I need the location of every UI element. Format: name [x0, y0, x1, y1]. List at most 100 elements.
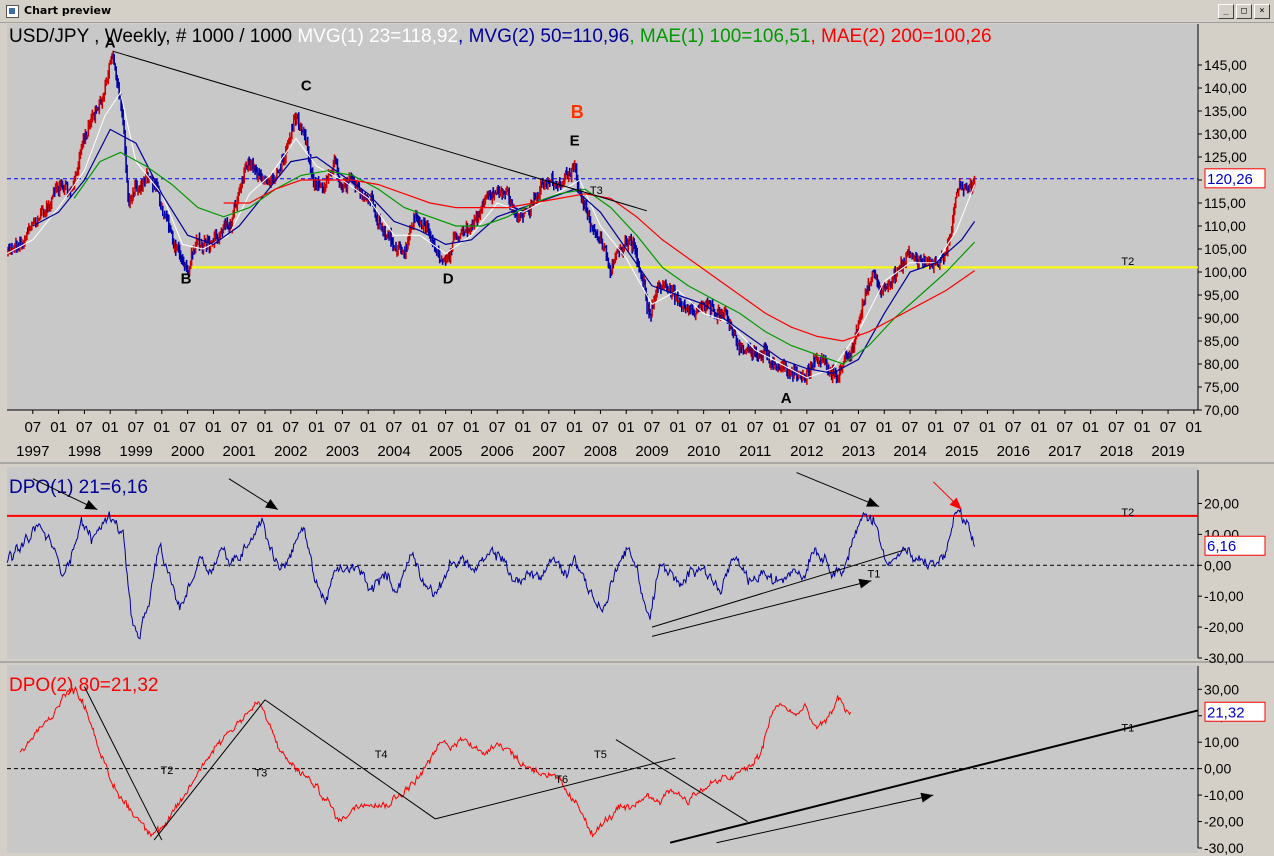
xtick-year-label: 2018 [1100, 443, 1133, 460]
chart-icon [6, 5, 19, 18]
dpo1-ytick-label: 20,00 [1204, 495, 1239, 511]
dpo2-chart: -30,00-20,00-10,000,0010,0020,0030,00DPO… [7, 666, 1266, 856]
dpo2-panel-bg [7, 665, 1198, 853]
xtick-month-label: 01 [463, 419, 480, 436]
dpo2-ytick-label: 30,00 [1204, 681, 1239, 697]
xtick-month-label: 07 [953, 419, 970, 436]
dpo2-ytick-label: -10,00 [1204, 787, 1244, 803]
xtick-year-label: 2016 [997, 443, 1030, 460]
main-value-label: 120,26 [1207, 171, 1253, 188]
xtick-month-label: 07 [386, 419, 403, 436]
xtick-month-label: 07 [540, 419, 557, 436]
dpo1-value-label: 6,16 [1207, 538, 1236, 555]
xtick-month-label: 01 [153, 419, 170, 436]
xtick-month-label: 01 [411, 419, 428, 436]
xtick-year-label: 2001 [223, 443, 256, 460]
xtick-year-label: 1998 [68, 443, 101, 460]
xtick-month-label: 07 [24, 419, 41, 436]
series-mae-1-100 [73, 151, 976, 365]
xtick-year-label: 1999 [119, 443, 152, 460]
arrow-head [858, 578, 872, 589]
dpo1-ytick-label: -10,00 [1204, 588, 1244, 604]
main-annotation: E [570, 133, 580, 150]
dpo2-annotation: T6 [555, 774, 568, 786]
dpo2-line [19, 685, 852, 838]
xtick-year-label: 2014 [893, 443, 926, 460]
main-panel-bg [7, 24, 1198, 410]
dpo2-annotation: T2 [161, 765, 174, 777]
dpo1-trendline [651, 549, 906, 628]
close-icon[interactable]: × [1254, 4, 1270, 19]
main-annotation: A [781, 390, 792, 407]
xtick-year-label: 2006 [481, 443, 514, 460]
dpo2-trendline [669, 709, 1199, 844]
xtick-month-label: 07 [902, 419, 919, 436]
xtick-month-label: 01 [876, 419, 893, 436]
xtick-month-label: 07 [695, 419, 712, 436]
arrow-head [866, 497, 880, 507]
xtick-year-label: 2000 [171, 443, 204, 460]
xtick-month-label: 07 [76, 419, 93, 436]
series-mvg-1-23 [6, 91, 976, 379]
main-ytick-label: 100,00 [1204, 264, 1247, 280]
xtick-month-label: 01 [721, 419, 738, 436]
xtick-year-label: 2011 [739, 443, 771, 460]
xtick-month-label: 01 [979, 419, 996, 436]
main-ytick-label: 95,00 [1204, 287, 1239, 303]
xtick-month-label: 01 [50, 419, 67, 436]
dpo2-annotation: T1 [1121, 723, 1134, 735]
xtick-month-label: 01 [1082, 419, 1099, 436]
xtick-month-label: 01 [669, 419, 686, 436]
xtick-month-label: 07 [489, 419, 506, 436]
xtick-month-label: 01 [824, 419, 841, 436]
xtick-month-label: 01 [928, 419, 945, 436]
xtick-year-label: 2017 [1048, 443, 1081, 460]
main-ytick-label: 75,00 [1204, 379, 1239, 395]
main-ytick-label: 140,00 [1204, 80, 1247, 96]
dpo1-ytick-label: -30,00 [1204, 650, 1244, 666]
xtick-month-label: 01 [257, 419, 274, 436]
xtick-month-label: 01 [308, 419, 325, 436]
dpo2-trendline [716, 794, 934, 844]
xtick-month-label: 07 [850, 419, 867, 436]
dpo2-trendline [83, 686, 163, 841]
xtick-month-label: 01 [205, 419, 222, 436]
dpo2-annotation: T3 [254, 768, 267, 780]
main-ytick-label: 115,00 [1204, 195, 1246, 211]
maximize-icon[interactable]: □ [1236, 4, 1252, 19]
xtick-month-label: 07 [282, 419, 299, 436]
xtick-month-label: 07 [1057, 419, 1074, 436]
xtick-month-label: 07 [799, 419, 816, 436]
xtick-month-label: 01 [773, 419, 790, 436]
main-ytick-label: 110,00 [1204, 218, 1246, 234]
main-value-box [1204, 168, 1266, 189]
main-annotation: T3 [590, 185, 603, 197]
minimize-icon[interactable]: _ [1218, 4, 1234, 19]
arrow-head [84, 499, 98, 510]
dpo2-annotation: T5 [594, 749, 607, 761]
main-chart-title: USD/JPY , Weekly, # 1000 / 1000 MVG(1) 2… [9, 26, 992, 47]
xtick-month-label: 01 [1186, 419, 1203, 436]
dpo2-trendline [435, 757, 676, 820]
main-ytick-label: 135,00 [1204, 103, 1247, 119]
dpo1-trendline [796, 472, 880, 508]
arrow-head [949, 497, 962, 510]
dpo2-ytick-label: -30,00 [1204, 840, 1244, 856]
xtick-month-label: 07 [592, 419, 609, 436]
dpo2-trendline [153, 699, 266, 841]
main-price-chart: 70,00 75,00 80,00 85,00 90,00 95,00 100,00 105,… [6, 24, 1266, 460]
main-ytick-label: 105,00 [1204, 241, 1247, 257]
xtick-year-label: 2010 [687, 443, 720, 460]
main-ytick-label: 145,00 [1204, 57, 1247, 73]
main-annotation: C [301, 77, 312, 94]
dpo2-ytick-label: -20,00 [1204, 814, 1244, 830]
xtick-month-label: 01 [618, 419, 635, 436]
dpo1-annotation: T1 [868, 569, 881, 581]
dpo1-ytick-label: -20,00 [1204, 619, 1244, 635]
xtick-month-label: 01 [515, 419, 532, 436]
xtick-year-label: 2013 [842, 443, 875, 460]
xtick-month-label: 07 [747, 419, 764, 436]
